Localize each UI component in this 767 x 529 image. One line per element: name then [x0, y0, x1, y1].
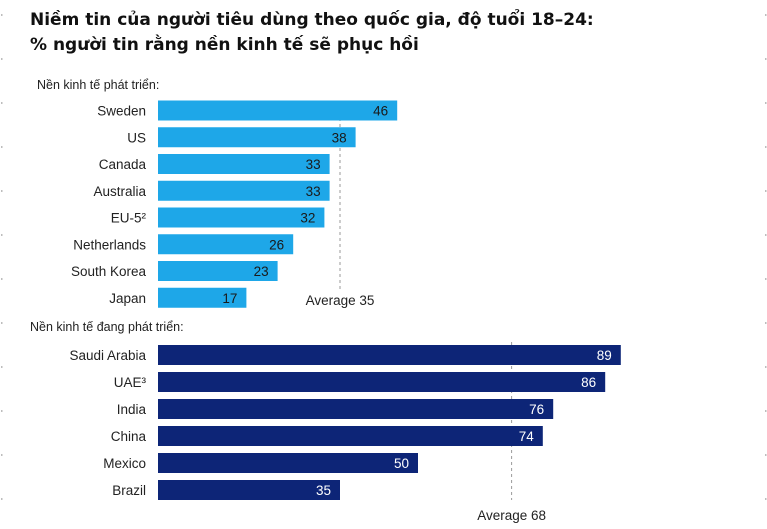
value-label-saudi-arabia: 89: [597, 348, 612, 363]
right-edge-dot: [765, 190, 767, 192]
bar-mexico: [158, 453, 418, 473]
value-label-china: 74: [519, 429, 535, 444]
section-label-developing: Nền kinh tế đang phát triển:: [30, 320, 184, 334]
title-line-2: % người tin rằng nền kinh tế sẽ phục hồi: [30, 35, 419, 55]
category-label-uae: UAE³: [114, 375, 147, 390]
bar-india: [158, 399, 554, 419]
right-edge-dot: [765, 322, 767, 324]
value-label-australia: 33: [306, 184, 321, 199]
bar-japan: [158, 287, 247, 308]
value-label-brazil: 35: [316, 483, 331, 498]
left-edge-dot: [1, 454, 3, 456]
value-label-eu-5: 32: [300, 211, 315, 226]
bar-canada: [158, 154, 330, 174]
right-edge-dot: [765, 146, 767, 148]
value-label-canada: 33: [306, 157, 321, 172]
category-label-australia: Australia: [93, 184, 146, 199]
right-edge-dot: [765, 234, 767, 236]
left-edge-dot: [1, 322, 3, 324]
bar-eu-5: [158, 207, 325, 228]
value-label-south-korea: 23: [254, 264, 269, 279]
bar-saudi-arabia: [158, 345, 621, 365]
left-edge-dot: [1, 366, 3, 368]
category-label-china: China: [111, 429, 147, 444]
category-label-eu-5: EU-5²: [111, 211, 147, 226]
average-label-developed: Average 35: [306, 293, 375, 308]
category-label-brazil: Brazil: [112, 483, 146, 498]
average-label-developing: Average 68: [477, 508, 546, 523]
chart-title: Niềm tin của người tiêu dùng theo quốc g…: [30, 8, 750, 58]
category-label-japan: Japan: [109, 291, 146, 306]
value-label-us: 38: [332, 130, 347, 145]
value-label-mexico: 50: [394, 456, 409, 471]
bar-uae: [158, 372, 606, 392]
left-edge-dot: [1, 278, 3, 280]
category-label-sweden: Sweden: [97, 104, 146, 119]
left-edge-dot: [1, 146, 3, 148]
title-line-1: Niềm tin của người tiêu dùng theo quốc g…: [30, 10, 594, 30]
value-label-netherlands: 26: [269, 237, 284, 252]
category-label-south-korea: South Korea: [71, 264, 147, 279]
bar-netherlands: [158, 234, 294, 255]
category-label-canada: Canada: [99, 157, 147, 172]
right-edge-dot: [765, 498, 767, 500]
left-edge-dot: [1, 498, 3, 500]
right-edge-dot: [765, 454, 767, 456]
right-edge-dot: [765, 410, 767, 412]
bar-brazil: [158, 480, 340, 500]
category-label-india: India: [117, 402, 147, 417]
bar-us: [158, 127, 356, 148]
left-edge-dot: [1, 14, 3, 16]
right-edge-dot: [765, 366, 767, 368]
value-label-uae: 86: [581, 375, 596, 390]
bar-australia: [158, 180, 330, 201]
bar-south-korea: [158, 261, 278, 281]
right-edge-dot: [765, 58, 767, 60]
value-label-japan: 17: [222, 291, 237, 306]
right-edge-dot: [765, 14, 767, 16]
category-label-saudi-arabia: Saudi Arabia: [69, 348, 146, 363]
left-edge-dot: [1, 190, 3, 192]
category-label-mexico: Mexico: [103, 456, 146, 471]
left-edge-dot: [1, 234, 3, 236]
bar-sweden: [158, 100, 398, 121]
left-edge-dot: [1, 102, 3, 104]
value-label-sweden: 46: [373, 104, 388, 119]
left-edge-dot: [1, 58, 3, 60]
right-edge-dot: [765, 102, 767, 104]
left-edge-dot: [1, 410, 3, 412]
category-label-netherlands: Netherlands: [73, 237, 146, 252]
bar-china: [158, 426, 543, 446]
right-edge-dot: [765, 278, 767, 280]
category-label-us: US: [127, 130, 146, 145]
section-label-developed: Nền kinh tế phát triển:: [37, 78, 160, 92]
value-label-india: 76: [529, 402, 544, 417]
